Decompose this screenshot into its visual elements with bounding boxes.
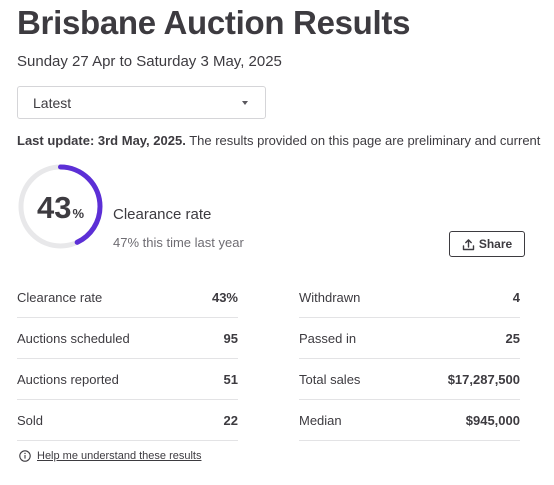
stat-value: 22	[223, 412, 238, 428]
stat-row-sold: Sold 22	[17, 400, 238, 441]
stat-value: 51	[223, 371, 238, 387]
clearance-number: 43	[36, 190, 72, 225]
stat-value: 25	[505, 330, 520, 346]
gauge-progress	[18, 164, 103, 249]
stat-value: $17,287,500	[447, 371, 520, 387]
stat-row-total-sales: Total sales $17,287,500	[299, 359, 520, 400]
stat-row-passed-in: Passed in 25	[299, 318, 520, 359]
help-link-row: Help me understand these results	[19, 450, 201, 462]
stat-label: Sold	[17, 412, 44, 428]
clearance-value: 43%	[17, 190, 104, 226]
stat-row-auctions-scheduled: Auctions scheduled 95	[17, 318, 238, 359]
stat-label: Clearance rate	[17, 289, 103, 305]
stat-value: $945,000	[465, 412, 520, 428]
stat-label: Total sales	[299, 371, 361, 387]
stat-row-median: Median $945,000	[299, 400, 520, 441]
share-label: Share	[478, 237, 513, 251]
stat-value: 4	[512, 289, 520, 305]
last-update-text: The results provided on this page are pr…	[185, 133, 541, 148]
last-update-note: Last update: 3rd May, 2025. The results …	[17, 133, 540, 148]
period-select-value: Latest	[33, 94, 72, 111]
upload-icon	[462, 238, 475, 250]
stat-row-clearance-rate: Clearance rate 43%	[17, 277, 238, 318]
stat-label: Auctions scheduled	[17, 330, 130, 346]
clearance-gauge	[18, 164, 103, 249]
clearance-rate-label: Clearance rate	[113, 206, 212, 223]
info-icon	[19, 450, 31, 462]
clearance-last-year: 47% this time last year	[113, 235, 244, 250]
stats-table: Clearance rate 43% Auctions scheduled 95…	[0, 277, 554, 441]
period-select[interactable]: Latest	[17, 86, 266, 119]
stat-value: 43%	[211, 289, 238, 305]
stat-value: 95	[223, 330, 238, 346]
page-title: Brisbane Auction Results	[17, 4, 411, 41]
date-range: Sunday 27 Apr to Saturday 3 May, 2025	[17, 53, 282, 70]
stat-label: Auctions reported	[17, 371, 119, 387]
stat-label: Median	[299, 412, 342, 428]
stat-row-auctions-reported: Auctions reported 51	[17, 359, 238, 400]
last-update-date: Last update: 3rd May, 2025.	[17, 133, 186, 148]
stat-label: Passed in	[299, 330, 357, 346]
help-link[interactable]: Help me understand these results	[37, 450, 202, 462]
share-button[interactable]: Share	[449, 231, 525, 257]
stat-label: Withdrawn	[299, 289, 361, 305]
chevron-down-icon	[242, 101, 248, 105]
clearance-unit: %	[72, 206, 85, 221]
stat-row-withdrawn: Withdrawn 4	[299, 277, 520, 318]
